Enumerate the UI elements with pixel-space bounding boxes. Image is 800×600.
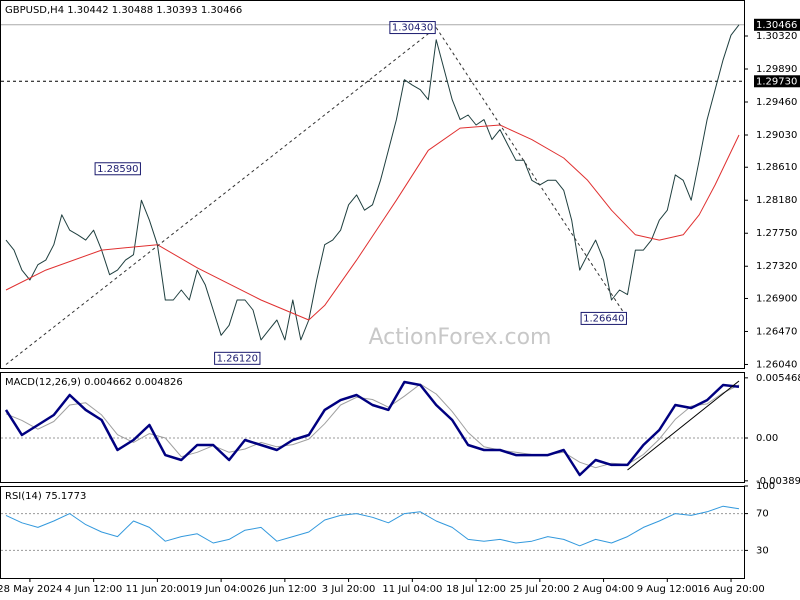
x-tick-label: 2 Aug 04:00 bbox=[573, 584, 634, 595]
price-annotation-box bbox=[94, 162, 141, 176]
price-level-box bbox=[754, 18, 800, 31]
price-annotation: 1.26120 bbox=[217, 353, 258, 364]
y-tick-label: 1.29890 bbox=[756, 64, 797, 75]
price-level-label: 1.29730 bbox=[756, 76, 797, 87]
x-tick-label: 11 Jul 04:00 bbox=[382, 584, 442, 595]
y-tick-label: 1.27750 bbox=[756, 228, 797, 239]
panel-title: RSI(14) 75.1773 bbox=[5, 491, 86, 502]
price-annotation: 1.30430 bbox=[392, 23, 433, 34]
y-tick-label: 1.26470 bbox=[756, 326, 797, 337]
price-annotation: 1.26640 bbox=[583, 313, 624, 324]
y-tick-label: 1.26040 bbox=[756, 359, 797, 370]
price-annotation-box bbox=[214, 351, 261, 365]
series-line bbox=[4, 380, 740, 477]
series-line bbox=[5, 27, 437, 365]
price-annotation: 1.28590 bbox=[97, 164, 138, 175]
y-tick-label: 1.26900 bbox=[756, 293, 797, 304]
x-tick-label: 11 Jun 20:00 bbox=[126, 584, 190, 595]
y-tick-label: 1.27320 bbox=[756, 261, 797, 272]
y-tick-label: 1.30320 bbox=[756, 31, 797, 42]
x-tick-label: 25 Jul 20:00 bbox=[510, 584, 570, 595]
y-tick-label: 30 bbox=[756, 545, 769, 556]
panel-title: MACD(12,26,9) 0.004662 0.004826 bbox=[5, 377, 183, 388]
series-line bbox=[5, 124, 740, 321]
y-tick-label: 0.005468 bbox=[756, 373, 800, 384]
series-line bbox=[5, 24, 740, 341]
y-tick-label: 1.28610 bbox=[756, 162, 797, 173]
x-tick-label: 3 Jul 20:00 bbox=[322, 584, 376, 595]
x-tick-label: 26 Jun 12:00 bbox=[253, 584, 317, 595]
panel-title: GBPUSD,H4 1.30442 1.30488 1.30393 1.3046… bbox=[5, 5, 242, 16]
price-level-box bbox=[754, 75, 800, 88]
x-tick-label: 19 Jun 04:00 bbox=[189, 584, 253, 595]
x-tick-label: 28 May 2024 bbox=[0, 584, 63, 595]
y-tick-label: 1.29030 bbox=[756, 130, 797, 141]
y-tick-label: 1.29460 bbox=[756, 97, 797, 108]
y-tick-label: -0.003893 bbox=[756, 476, 800, 487]
price-level-label: 1.30466 bbox=[756, 20, 797, 31]
series-line bbox=[627, 380, 740, 471]
y-tick-label: 1.28180 bbox=[756, 195, 797, 206]
y-tick-label: 0.00 bbox=[756, 433, 778, 444]
x-tick-label: 9 Aug 12:00 bbox=[637, 584, 698, 595]
panel-frame bbox=[0, 0, 745, 369]
series-line bbox=[435, 27, 628, 319]
series-line bbox=[5, 505, 740, 547]
panel-frame bbox=[0, 372, 745, 483]
price-annotation-box bbox=[389, 21, 436, 35]
x-tick-label: 4 Jun 12:00 bbox=[65, 584, 122, 595]
x-tick-label: 18 Jul 12:00 bbox=[446, 584, 506, 595]
price-annotation-box bbox=[580, 311, 627, 325]
watermark: ActionForex.com bbox=[369, 325, 552, 350]
y-tick-label: 70 bbox=[756, 509, 769, 520]
x-tick-label: 16 Aug 20:00 bbox=[697, 584, 764, 595]
y-tick-label: 100 bbox=[756, 481, 775, 492]
panel-frame bbox=[0, 486, 745, 579]
